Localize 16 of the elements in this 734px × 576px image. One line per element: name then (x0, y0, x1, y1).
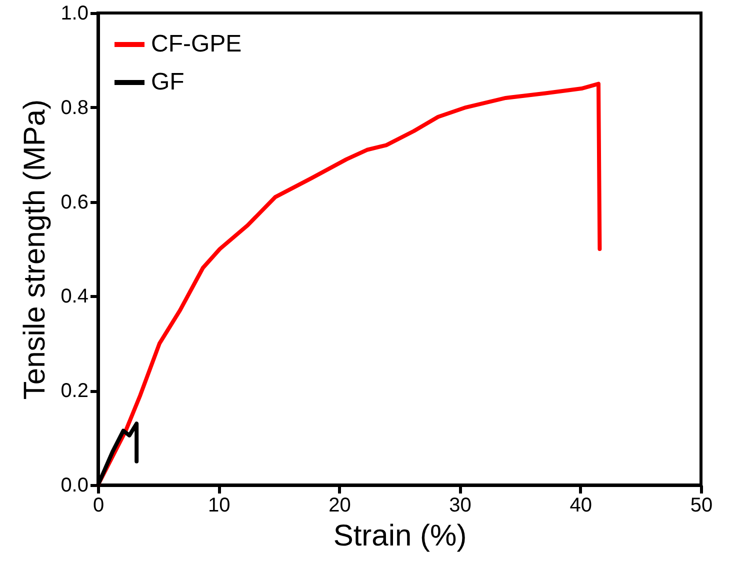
y-tick-label: 0.0 (60, 474, 88, 496)
legend-label: CF-GPE (151, 30, 242, 58)
x-tick-label: 10 (208, 494, 230, 516)
y-tick-label: 1.0 (60, 2, 88, 24)
x-tick-label: 0 (92, 494, 104, 516)
x-tick-label: 20 (328, 494, 351, 516)
x-axis-title: Strain (%) (333, 520, 467, 552)
y-tick-label: 0.4 (60, 286, 88, 308)
x-tick-label: 40 (570, 494, 592, 516)
legend-label: GF (151, 68, 184, 96)
y-tick-label: 0.6 (60, 191, 88, 214)
y-tick-label: 0.8 (60, 96, 88, 119)
y-tick-label: 0.2 (60, 380, 88, 402)
x-tick-label: 30 (449, 494, 472, 516)
y-axis-title: Tensile strength (MPa) (18, 99, 52, 400)
x-tick-label: 50 (690, 494, 713, 516)
